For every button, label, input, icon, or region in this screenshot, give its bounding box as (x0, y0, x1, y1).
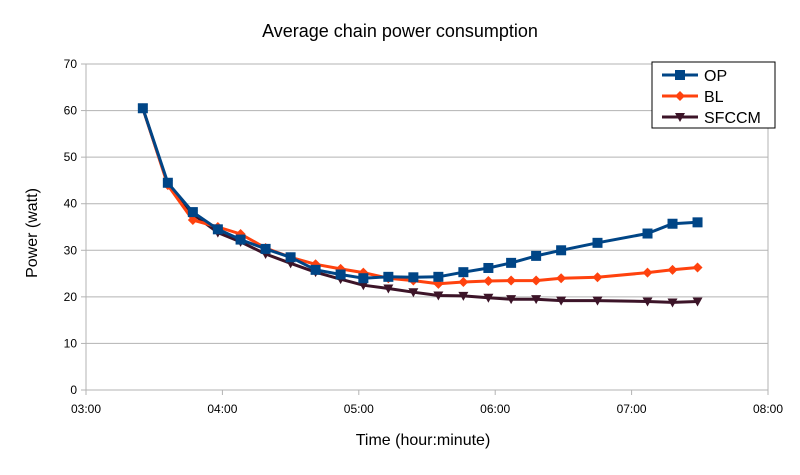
data-point-bl (506, 275, 517, 286)
data-point-op (358, 273, 369, 284)
data-point-op (592, 237, 603, 248)
legend: OP BL SFCCM (651, 61, 776, 129)
legend-item-sfccm: SFCCM (662, 110, 761, 127)
x-tick-label: 06:00 (480, 402, 510, 416)
legend-label-bl: BL (704, 89, 724, 106)
data-point-sfccm (692, 297, 703, 307)
series (137, 103, 703, 308)
legend-marker-bl (675, 91, 685, 101)
y-tick-label: 20 (64, 290, 78, 304)
x-tick-labels: 03:00 04:00 05:00 06:00 07:00 08:00 (71, 402, 783, 416)
data-point-bl (187, 215, 198, 226)
data-point-bl (458, 276, 469, 287)
legend-marker-op (675, 70, 685, 80)
data-point-op (260, 243, 271, 254)
data-point-sfccm (531, 295, 542, 305)
series-op (137, 103, 703, 284)
x-tick-label: 05:00 (344, 402, 374, 416)
legend-label-op: OP (704, 68, 727, 85)
y-axis-label: Power (watt) (24, 188, 41, 278)
y-tick-label: 40 (64, 197, 78, 211)
chart-title: Average chain power consumption (262, 21, 538, 41)
legend-marker-sfccm (675, 113, 685, 122)
data-point-op (310, 264, 321, 275)
data-point-op (162, 177, 173, 188)
legend-item-op: OP (662, 68, 727, 85)
data-point-sfccm (592, 296, 603, 306)
data-point-op (335, 269, 346, 280)
data-point-op (285, 252, 296, 263)
data-point-op (531, 250, 542, 261)
data-point-op (556, 245, 567, 256)
series-line-bl (141, 107, 698, 286)
data-point-op (433, 271, 444, 282)
data-point-op (235, 234, 246, 245)
data-point-op (187, 207, 198, 218)
x-tick-label: 04:00 (207, 402, 237, 416)
x-tick-label: 08:00 (753, 402, 783, 416)
y-tick-label: 30 (64, 243, 78, 257)
data-point-op (667, 218, 678, 229)
x-axis-label: Time (hour:minute) (356, 432, 491, 449)
y-tick-label: 70 (64, 57, 78, 71)
data-point-op (483, 262, 494, 273)
data-point-bl (556, 273, 567, 284)
x-tick-label: 07:00 (617, 402, 647, 416)
x-tick-label: 03:00 (71, 402, 101, 416)
series-line-sfccm (141, 107, 698, 304)
data-point-sfccm (433, 291, 444, 301)
y-tick-label: 10 (64, 336, 78, 350)
data-point-sfccm (408, 288, 419, 298)
data-point-sfccm (483, 293, 494, 303)
data-point-op (137, 103, 148, 114)
data-point-sfccm (556, 296, 567, 306)
legend-items: OP BL SFCCM (662, 68, 761, 127)
data-point-op (212, 224, 223, 235)
data-point-bl (667, 264, 678, 275)
data-point-op (458, 267, 469, 278)
y-tick-label: 0 (70, 383, 77, 397)
data-point-sfccm (506, 295, 517, 305)
data-point-bl (592, 272, 603, 283)
data-point-sfccm (458, 291, 469, 301)
series-line-op (141, 107, 698, 280)
data-point-sfccm (667, 298, 678, 308)
data-point-bl (531, 275, 542, 286)
data-point-sfccm (383, 284, 394, 294)
data-point-op (408, 272, 419, 283)
data-point-op (383, 271, 394, 282)
data-point-sfccm (358, 281, 369, 291)
data-point-bl (692, 262, 703, 273)
legend-item-bl: BL (662, 89, 724, 106)
data-point-bl (483, 276, 494, 287)
y-tick-labels: 0 10 20 30 40 50 60 70 (64, 57, 78, 397)
data-point-op (692, 217, 703, 228)
y-tick-label: 50 (64, 150, 78, 164)
legend-label-sfccm: SFCCM (704, 110, 761, 127)
data-point-sfccm (642, 297, 653, 307)
data-point-op (506, 257, 517, 268)
data-point-op (642, 228, 653, 239)
y-tick-label: 60 (64, 104, 78, 118)
data-point-bl (642, 267, 653, 278)
